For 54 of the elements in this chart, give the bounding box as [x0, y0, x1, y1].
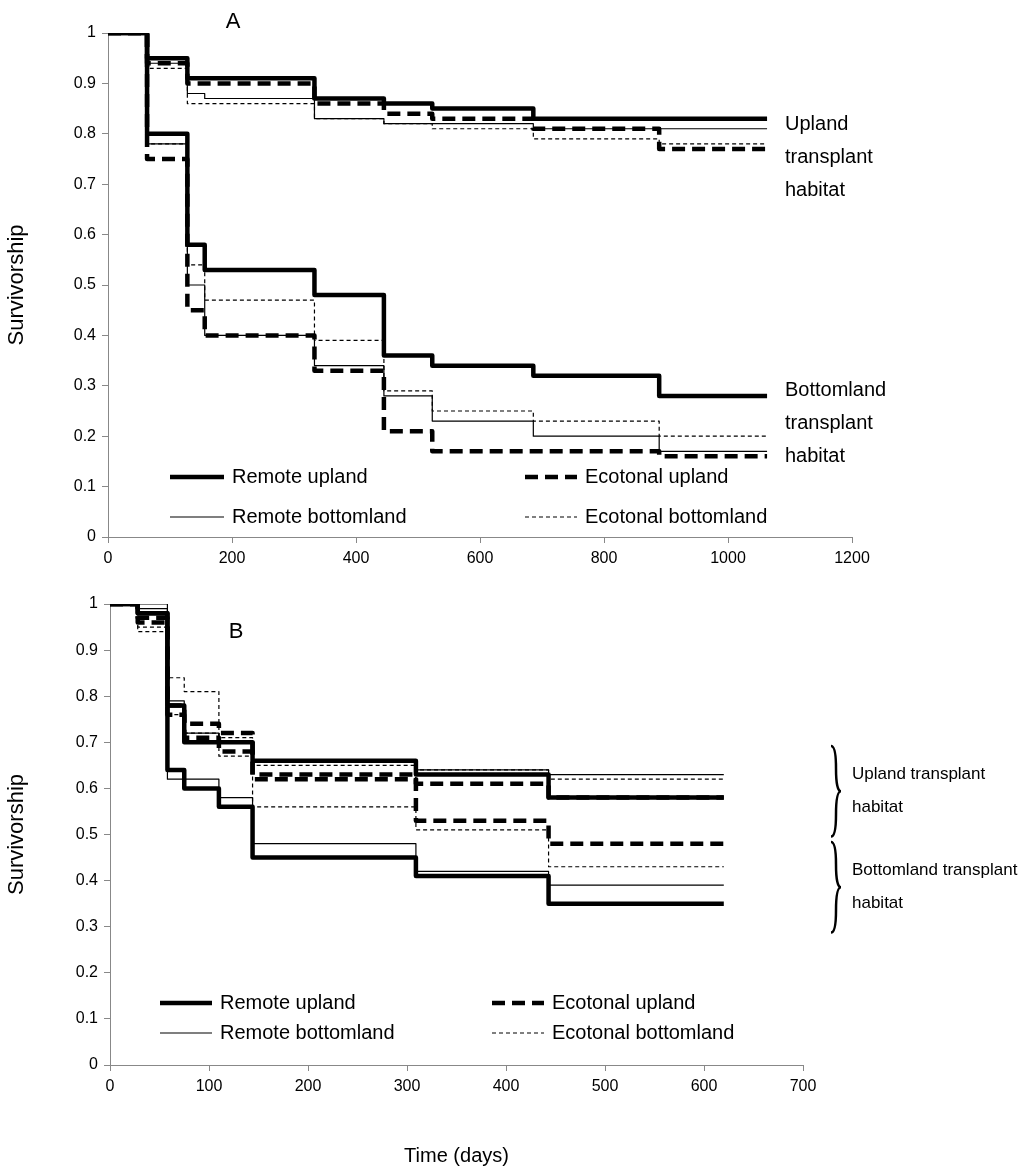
y-tick-label: 0.8 — [75, 686, 99, 704]
legend-label: Remote bottomland — [220, 1020, 395, 1043]
x-tick-label: 1000 — [710, 549, 746, 567]
y-tick-label: 0.3 — [73, 376, 97, 394]
x-tick-label: 800 — [590, 549, 618, 567]
x-tick-label: 600 — [466, 549, 494, 567]
x-tick-label: 0 — [103, 549, 113, 567]
x-tick-label: 600 — [690, 1077, 718, 1095]
y-tick-label: 0.1 — [73, 477, 97, 495]
annotation: Bottomland transplant habitat — [785, 377, 887, 466]
y-tick-label: 0.8 — [73, 124, 97, 142]
legend-label: Ecotonal upland — [552, 990, 696, 1013]
x-tick-label: 300 — [393, 1077, 421, 1095]
legend-label: Remote upland — [232, 464, 368, 487]
y-tick-label: 0.7 — [73, 174, 97, 192]
text: Upland transplant habitat — [852, 764, 986, 817]
annotation: Upland transplant habitat — [785, 111, 874, 200]
x-tick-label: 400 — [492, 1077, 520, 1095]
text: B — [228, 618, 244, 644]
x-tick-label: 500 — [591, 1077, 619, 1095]
y-tick-label: 0 — [87, 527, 97, 545]
y-axis-title: Survivorship — [3, 773, 29, 896]
legend-label: Remote upland — [220, 990, 356, 1013]
y-tick-label: 0.1 — [75, 1009, 99, 1027]
y-tick-label: 0.6 — [73, 225, 97, 243]
text: Bottomland transplant habitat — [852, 860, 1018, 913]
x-tick-label: 200 — [294, 1077, 322, 1095]
y-tick-label: 0.5 — [73, 275, 97, 293]
x-tick-label: 1200 — [834, 549, 870, 567]
x-tick-label: 700 — [789, 1077, 817, 1095]
y-tick-label: 0.2 — [75, 963, 99, 981]
y-tick-label: 0.5 — [75, 824, 99, 842]
x-tick-label: 400 — [342, 549, 370, 567]
x-axis-title: Time (days) — [404, 1143, 509, 1166]
x-tick-label: 100 — [195, 1077, 223, 1095]
x-tick-label: 200 — [218, 549, 246, 567]
y-tick-label: 0.7 — [75, 732, 99, 750]
y-tick-label: 0.6 — [75, 778, 99, 796]
legend-label: Ecotonal bottomland — [552, 1020, 735, 1043]
y-tick-label: 1 — [87, 23, 97, 41]
y-axis-title: Survivorship — [3, 224, 29, 346]
y-tick-label: 1 — [89, 594, 99, 612]
y-tick-label: 0.2 — [73, 426, 97, 444]
y-tick-label: 0.9 — [73, 73, 97, 91]
y-tick-label: 0.4 — [73, 325, 97, 343]
y-tick-label: 0 — [89, 1055, 99, 1073]
x-tick-label: 0 — [105, 1077, 115, 1095]
legend-label: Ecotonal bottomland — [585, 504, 768, 527]
y-tick-label: 0.9 — [75, 640, 99, 658]
chart-title: A — [225, 8, 241, 34]
legend-label: Remote bottomland — [232, 504, 407, 527]
legend-label: Ecotonal upland — [585, 464, 729, 487]
y-tick-label: 0.4 — [75, 871, 99, 889]
y-tick-label: 0.3 — [75, 917, 99, 935]
